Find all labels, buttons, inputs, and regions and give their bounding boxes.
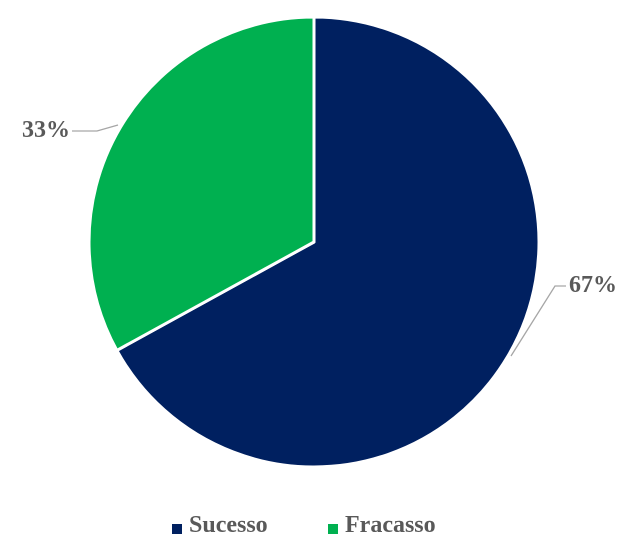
pie-slice-sucesso <box>115 15 541 469</box>
leader-line-sucesso <box>510 285 566 357</box>
legend: Sucesso Fracasso <box>172 512 436 538</box>
legend-label-fracasso: Fracasso <box>345 512 436 538</box>
legend-swatch-fracasso <box>328 524 338 534</box>
pie-slices <box>87 15 541 469</box>
leader-line-fracasso <box>72 124 119 132</box>
pie-slice-fracasso <box>87 15 316 352</box>
data-labels: 67% 33% <box>22 117 617 298</box>
legend-swatch-sucesso <box>172 524 182 534</box>
data-label-sucesso: 67% <box>569 272 617 298</box>
data-label-fracasso: 33% <box>22 117 70 143</box>
legend-label-sucesso: Sucesso <box>189 512 268 538</box>
leader-lines <box>72 124 566 357</box>
